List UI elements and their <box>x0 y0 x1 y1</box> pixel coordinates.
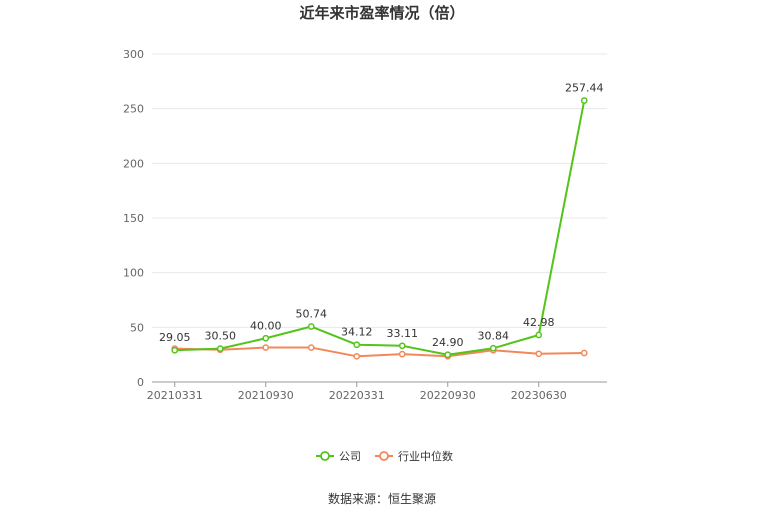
source-note: 数据来源：恒生聚源 <box>328 491 436 506</box>
industry-median-point <box>580 349 588 357</box>
data-label: 40.00 <box>250 319 282 332</box>
data-label: 30.50 <box>205 330 237 343</box>
x-tick-label: 20230630 <box>511 389 567 402</box>
industry-median-point <box>307 344 315 351</box>
industry-median-point <box>398 350 406 358</box>
company-line <box>174 100 586 356</box>
x-tick-label: 20210930 <box>238 389 294 402</box>
y-tick-label: 0 <box>137 376 144 389</box>
legend: 公司 行业中位数 <box>316 449 453 463</box>
grid-lines <box>152 53 607 328</box>
company-point <box>262 334 270 342</box>
axes: 0 50 100 150 200 250 300 20210331 20210930 202203… <box>123 48 607 402</box>
legend-marker-icon <box>320 451 330 461</box>
data-label: 30.84 <box>478 329 510 342</box>
legend-label: 行业中位数 <box>398 449 453 463</box>
x-tick-label: 20220331 <box>329 389 385 402</box>
y-tick-label: 300 <box>123 48 144 61</box>
y-tick-label: 200 <box>123 157 144 170</box>
y-tick-label: 100 <box>123 267 144 280</box>
industry-median-point <box>535 350 543 358</box>
legend-label: 公司 <box>339 450 361 463</box>
company-point <box>444 351 452 359</box>
x-tick-label: 20210331 <box>147 389 203 402</box>
company-point <box>580 97 588 104</box>
data-label: 33.11 <box>387 327 419 340</box>
data-label: 29.05 <box>159 331 191 344</box>
series-lines <box>171 97 588 360</box>
y-tick-label: 50 <box>130 321 144 334</box>
y-tick-label: 150 <box>123 212 144 225</box>
company-point <box>353 341 361 349</box>
industry-median-point <box>353 352 361 360</box>
x-tick-label: 20220930 <box>420 389 476 402</box>
data-labels: 29.05 30.50 40.00 50.74 34.12 33.11 24.90 30.84… <box>159 82 604 349</box>
company-point <box>171 346 179 354</box>
legend-marker-icon <box>379 451 389 461</box>
data-label: 34.12 <box>341 326 373 339</box>
company-point <box>398 342 406 350</box>
y-tick-label: 250 <box>123 103 144 116</box>
data-label: 50.74 <box>296 308 328 321</box>
industry-median-line <box>174 346 585 358</box>
data-label: 257.44 <box>565 82 604 95</box>
company-point <box>489 344 497 352</box>
data-label: 24.90 <box>432 336 464 349</box>
company-point <box>307 323 315 330</box>
industry-median-point <box>262 344 270 351</box>
data-label: 42.98 <box>523 316 555 329</box>
company-point <box>216 345 224 353</box>
chart-title: 近年来市盈率情况（倍） <box>299 4 464 22</box>
company-point <box>535 331 543 339</box>
